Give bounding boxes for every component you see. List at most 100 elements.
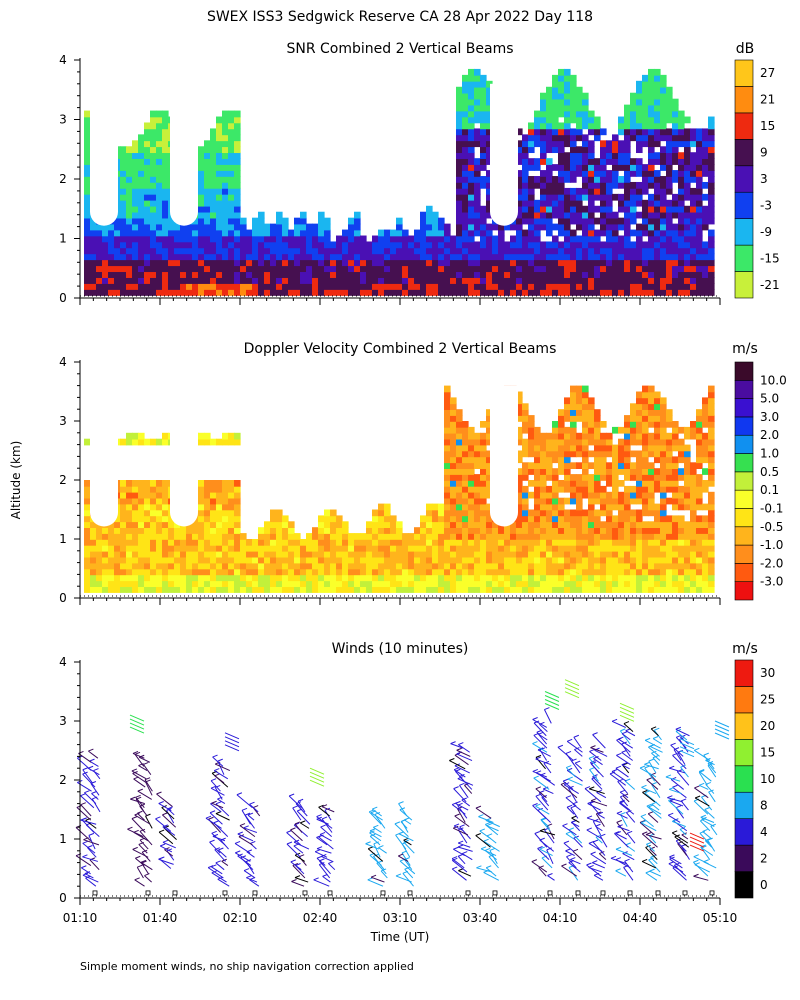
doppler-cell (384, 515, 391, 523)
doppler-cell (216, 515, 223, 523)
doppler-cell (480, 491, 487, 499)
doppler-cell (384, 550, 391, 558)
snr-cell (150, 259, 157, 267)
snr-cell (486, 176, 493, 183)
doppler-cell (588, 556, 595, 564)
doppler-cell (474, 521, 481, 528)
snr-cell (540, 122, 547, 130)
doppler-cell (642, 580, 649, 587)
wind-barb (221, 860, 229, 866)
snr-cell (534, 253, 541, 261)
wind-barb-flag (215, 860, 221, 864)
snr-cell (540, 128, 547, 136)
doppler-cell (312, 580, 319, 587)
doppler-cell (570, 527, 577, 534)
snr-cell (216, 283, 223, 290)
doppler-cell (342, 544, 349, 552)
doppler-cell (84, 503, 91, 511)
doppler-cell (282, 574, 289, 582)
snr-cell (150, 181, 157, 189)
snr-cell (588, 170, 595, 177)
snr-cell (150, 176, 157, 183)
doppler-cell (660, 485, 667, 493)
snr-cell (552, 98, 559, 106)
doppler-cell (324, 580, 331, 587)
doppler-cell (660, 503, 667, 511)
snr-cell (462, 176, 469, 183)
doppler-cell (630, 491, 637, 499)
snr-cell (258, 259, 265, 267)
snr-cell (570, 74, 577, 82)
snr-cell (642, 134, 649, 142)
doppler-cell (108, 527, 115, 534)
snr-cell (420, 271, 427, 278)
snr-cell (540, 199, 547, 207)
snr-cell (648, 241, 655, 249)
snr-cell (468, 158, 475, 165)
doppler-cell (708, 580, 715, 587)
snr-cell (132, 271, 139, 278)
snr-cell (552, 181, 559, 189)
doppler-cell (582, 462, 589, 469)
doppler-cell (702, 527, 709, 534)
doppler-cell (306, 586, 313, 593)
snr-cell (372, 265, 379, 273)
doppler-cell (216, 509, 223, 517)
snr-cell (630, 164, 637, 171)
snr-cell (486, 80, 493, 88)
snr-cell (468, 199, 475, 207)
snr-cell (204, 283, 211, 290)
snr-cell (606, 241, 613, 249)
doppler-cell (582, 438, 589, 446)
doppler-cell (342, 568, 349, 576)
snr-cell (480, 128, 487, 136)
snr-cell (552, 104, 559, 112)
doppler-cell (690, 544, 697, 552)
doppler-cell (558, 521, 565, 528)
snr-cell (582, 265, 589, 273)
wind-barb (132, 753, 145, 759)
snr-cell (444, 259, 451, 267)
doppler-cell (666, 550, 673, 558)
doppler-cell (372, 562, 379, 570)
snr-cell (582, 271, 589, 278)
snr-cell (378, 247, 385, 255)
doppler-cell (552, 438, 559, 446)
doppler-cell (558, 527, 565, 534)
snr-cell (462, 229, 469, 237)
doppler-cell (702, 485, 709, 493)
doppler-cell (360, 580, 367, 587)
doppler-cell (576, 432, 583, 440)
snr-cell (624, 164, 631, 171)
snr-cell (618, 146, 625, 154)
doppler-cell (420, 515, 427, 523)
snr-cell (132, 217, 139, 225)
snr-cell (552, 223, 559, 231)
snr-cell (138, 289, 145, 296)
snr-cell (552, 289, 559, 296)
snr-cell (486, 110, 493, 118)
doppler-cell (372, 580, 379, 587)
snr-cell (234, 217, 241, 225)
snr-cell (522, 229, 529, 237)
snr-cell (354, 235, 361, 243)
snr-cell (462, 110, 469, 118)
snr-cell (330, 271, 337, 278)
doppler-cell (630, 521, 637, 528)
snr-cell (132, 223, 139, 231)
doppler-cell (660, 468, 667, 475)
snr-cell (276, 211, 283, 219)
doppler-cell (228, 480, 235, 487)
snr-cell (126, 205, 133, 213)
doppler-cell (228, 515, 235, 523)
snr-cell (186, 223, 193, 231)
snr-cell (468, 187, 475, 195)
doppler-cell (570, 580, 577, 587)
doppler-cell (462, 568, 469, 576)
doppler-cell (582, 456, 589, 464)
doppler-cell (540, 509, 547, 517)
snr-cell (102, 265, 109, 273)
snr-cell (690, 283, 697, 290)
doppler-cell (120, 574, 127, 582)
